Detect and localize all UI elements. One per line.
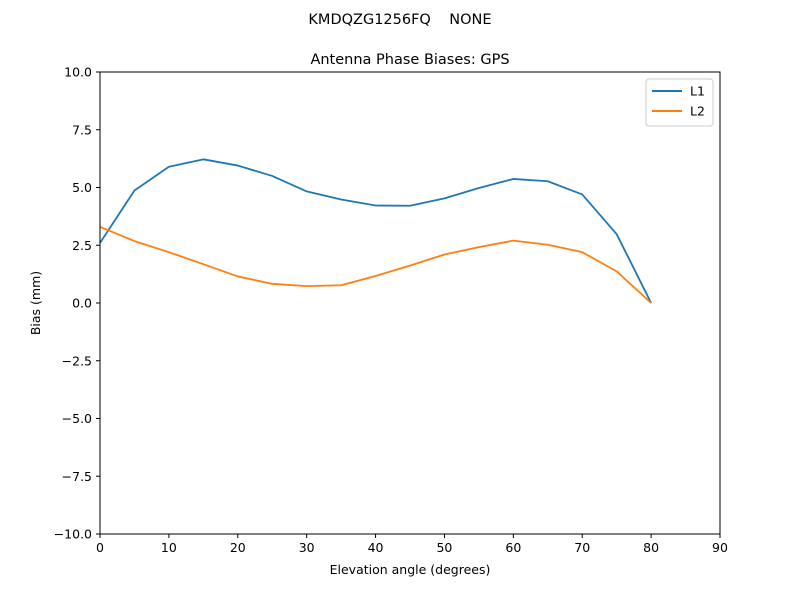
y-tick-label: −5.0 <box>62 411 92 426</box>
x-tick-label: 40 <box>368 540 384 555</box>
plot-frame <box>99 71 721 535</box>
x-tick-label: 0 <box>96 540 104 555</box>
figure-suptitle: KMDQZG1256FQ NONE <box>308 12 491 28</box>
x-tick-label: 50 <box>436 540 452 555</box>
y-tick-label: 7.5 <box>72 122 92 137</box>
x-tick-label: 70 <box>574 540 590 555</box>
x-tick-label: 20 <box>230 540 246 555</box>
legend-label-l2: L2 <box>690 104 705 119</box>
series-lines <box>99 158 652 304</box>
axis-ticks: 0 10 20 30 40 50 60 70 80 90 −10.0 −7.5 −5.0 −2.5 0.0 2… <box>54 65 728 556</box>
series-line-l2 <box>99 225 652 304</box>
x-tick-label: 30 <box>299 540 315 555</box>
y-tick-label: 10.0 <box>64 65 92 80</box>
x-tick-label: 10 <box>161 540 177 555</box>
y-tick-label: 5.0 <box>72 180 92 195</box>
x-tick-label: 80 <box>643 540 659 555</box>
x-axis-label: Elevation angle (degrees) <box>330 562 491 577</box>
x-tick-label: 90 <box>712 540 728 555</box>
y-axis-label: Bias (mm) <box>28 271 43 335</box>
series-line-l1 <box>99 158 652 304</box>
y-tick-label: −2.5 <box>62 353 92 368</box>
x-tick-label: 60 <box>505 540 521 555</box>
y-tick-label: −7.5 <box>62 469 92 484</box>
chart-title: Antenna Phase Biases: GPS <box>310 52 509 68</box>
y-tick-label: −10.0 <box>54 527 92 542</box>
y-tick-label: 2.5 <box>72 238 92 253</box>
legend-label-l1: L1 <box>690 84 705 99</box>
legend: L1 L2 <box>645 78 714 127</box>
y-tick-label: 0.0 <box>72 296 92 311</box>
